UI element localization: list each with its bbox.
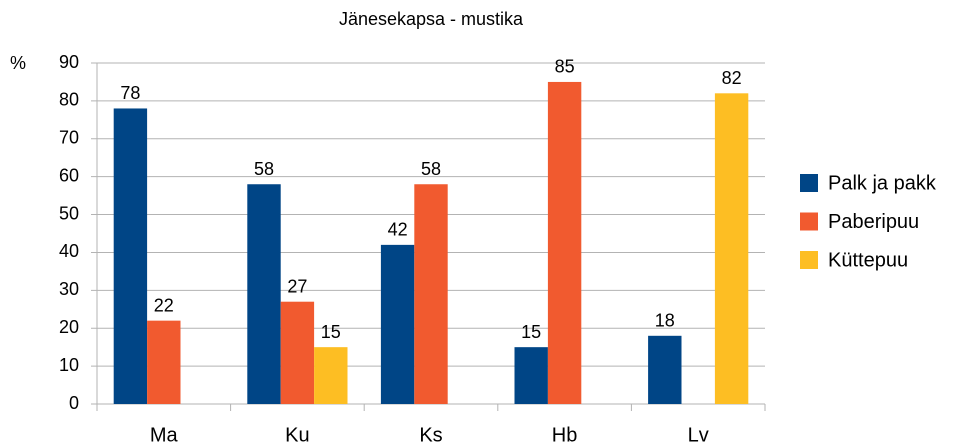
x-tick-label: Ku: [285, 424, 309, 446]
bar: [414, 184, 448, 404]
data-label: 18: [655, 311, 675, 331]
legend-label: Palk ja pakk: [828, 172, 937, 194]
bar: [547, 81, 582, 404]
bar: [247, 184, 281, 404]
x-tick-label: Ks: [419, 424, 442, 446]
legend-swatch: [800, 174, 818, 192]
bar: [380, 244, 415, 404]
data-label: 22: [154, 295, 174, 315]
bar: [113, 108, 148, 404]
data-label: 58: [421, 159, 441, 179]
legend-label: Küttepuu: [828, 249, 908, 271]
bar: [314, 347, 348, 404]
x-tick-label: Lv: [688, 424, 709, 446]
legend-swatch: [800, 212, 818, 231]
y-tick-label: 20: [59, 317, 79, 337]
bar: [147, 320, 181, 404]
y-tick-label: 30: [59, 279, 79, 299]
bar: [514, 347, 548, 404]
y-tick-label: 10: [59, 355, 79, 375]
legend-label: Paberipuu: [828, 211, 919, 233]
data-label: 42: [388, 220, 408, 240]
bar: [280, 301, 315, 404]
y-tick-label: 90: [59, 52, 79, 72]
data-label: 15: [521, 322, 541, 342]
data-label: 82: [722, 68, 742, 88]
bar: [648, 335, 682, 404]
data-label: 58: [254, 159, 274, 179]
y-tick-label: 0: [69, 393, 79, 413]
data-label: 85: [555, 57, 575, 77]
y-tick-label: 50: [59, 203, 79, 223]
y-axis-label: %: [10, 53, 26, 73]
data-label: 78: [120, 83, 140, 103]
y-tick-label: 60: [59, 165, 79, 185]
data-label: 27: [287, 276, 307, 296]
x-tick-label: Ma: [150, 424, 179, 446]
chart-title: Jänesekapsa - mustika: [339, 9, 524, 29]
y-tick-label: 80: [59, 90, 79, 110]
data-label: 15: [321, 322, 341, 342]
y-tick-label: 40: [59, 241, 79, 261]
y-tick-label: 70: [59, 128, 79, 148]
x-tick-label: Hb: [552, 424, 578, 446]
legend-swatch: [800, 251, 818, 269]
bar: [714, 93, 749, 405]
